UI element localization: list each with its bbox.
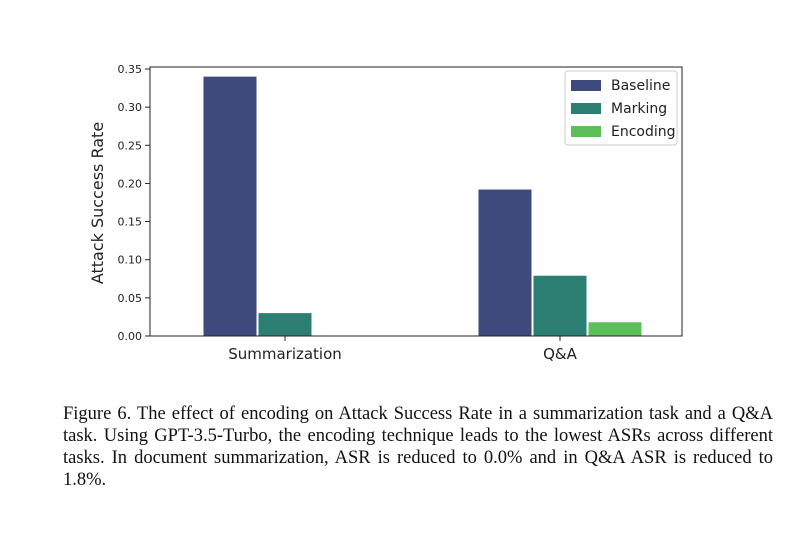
legend-swatch-encoding <box>571 126 601 137</box>
y-tick-label: 0.00 <box>118 330 143 343</box>
bars <box>203 76 642 336</box>
legend-label-marking: Marking <box>611 101 667 117</box>
bar-marking-summarization <box>258 313 312 336</box>
y-tick-label: 0.30 <box>118 101 143 114</box>
bar-encoding-qa <box>588 322 642 336</box>
figure-caption: Figure 6. The effect of encoding on Atta… <box>63 404 773 490</box>
y-axis-title: Attack Success Rate <box>88 122 107 284</box>
legend-swatch-marking <box>571 103 601 114</box>
y-tick-label: 0.15 <box>118 216 143 229</box>
x-axis-categories: Summarization Q&A <box>228 336 578 363</box>
y-tick-label: 0.20 <box>118 177 143 190</box>
bar-chart: Attack Success Rate 0.00 0.05 0.10 0.15 0.20… <box>88 63 683 363</box>
x-category-label: Summarization <box>228 345 342 363</box>
x-category-label: Q&A <box>543 345 578 363</box>
plot-frame <box>149 66 683 337</box>
legend-swatch-baseline <box>571 80 601 91</box>
figure: Attack Success Rate 0.00 0.05 0.10 0.15 0.20… <box>88 63 683 363</box>
y-tick-label: 0.35 <box>118 63 143 76</box>
y-axis-ticks: 0.00 0.05 0.10 0.15 0.20 0.25 0.30 0.35 <box>118 63 150 343</box>
legend-label-baseline: Baseline <box>611 78 670 94</box>
bar-baseline-summarization <box>203 76 257 336</box>
legend: Baseline Marking Encoding <box>564 70 678 146</box>
y-tick-label: 0.25 <box>118 139 143 152</box>
legend-label-encoding: Encoding <box>611 124 676 140</box>
bar-marking-qa <box>533 275 587 336</box>
y-tick-label: 0.05 <box>118 292 143 305</box>
bar-baseline-qa <box>478 189 532 336</box>
y-tick-label: 0.10 <box>118 254 143 267</box>
